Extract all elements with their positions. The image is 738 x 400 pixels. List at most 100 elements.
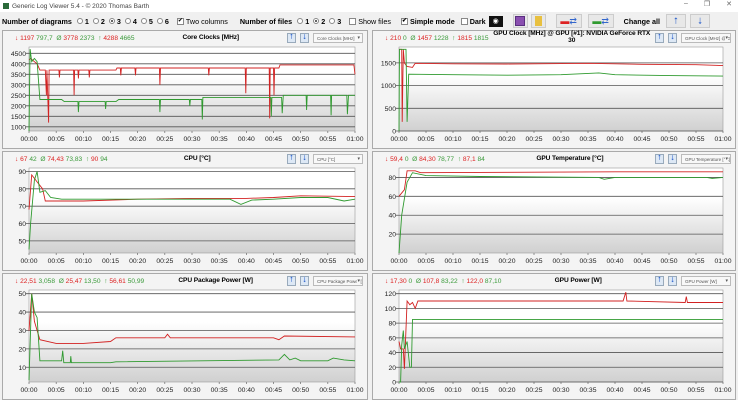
x-tick-label: 00:45 [265, 136, 282, 143]
save-icon[interactable] [512, 14, 528, 28]
min-file1: 67 [20, 155, 28, 163]
channel-select[interactable]: CPU [°C] ▾ [313, 154, 363, 164]
close-button[interactable]: ✕ [726, 1, 732, 8]
y-tick-label: 50 [18, 291, 26, 298]
camera-icon[interactable]: ◉ [488, 15, 503, 27]
y-tick-label: 40 [388, 350, 396, 357]
move-up-icon[interactable]: ⭡ [287, 33, 296, 43]
max-file2: 84 [477, 155, 485, 163]
series-line-file2 [398, 48, 724, 132]
move-down-icon[interactable]: ⭣ [300, 154, 309, 164]
radio-label: 2 [100, 16, 105, 26]
series-line-file2 [399, 318, 723, 383]
x-tick-label: 00:20 [498, 258, 515, 265]
x-tick-label: 00:40 [606, 258, 623, 265]
minimize-button[interactable]: – [683, 0, 688, 7]
radio-diagram-5[interactable]: 5 [140, 17, 153, 26]
arrow-down-icon[interactable]: ⭣ [690, 14, 711, 28]
radio-circle-icon [124, 18, 131, 24]
x-tick-label: 00:50 [660, 387, 677, 394]
two-columns-checkbox[interactable]: ✔ Two columns [176, 17, 228, 26]
min-file2: 0 [408, 277, 413, 285]
radio-diagram-2[interactable]: 2 [92, 16, 105, 26]
radio-file-2[interactable]: 2 [313, 17, 325, 26]
radio-label: 2 [321, 16, 326, 26]
y-tick-label: 2500 [11, 93, 26, 100]
radio-diagram-1[interactable]: 1 [76, 17, 89, 26]
move-down-icon[interactable]: ⭣ [668, 154, 677, 164]
x-tick-label: 00:40 [238, 258, 255, 265]
chevron-down-icon: ▾ [725, 35, 728, 41]
x-tick-label: 00:35 [211, 136, 228, 143]
x-tick-label: 00:15 [471, 258, 488, 265]
chart-panel: ↓ 67 42 Ø 74,43 73,83 ↑ 90 94 CPU [°C] ⭡… [2, 151, 368, 271]
y-tick-label: 120 [385, 291, 397, 298]
dark-checkbox[interactable]: Dark [460, 17, 486, 26]
min-label: ↓ [15, 34, 21, 42]
min-file1: 210 [390, 34, 402, 42]
channel-select[interactable]: CPU Package Power [W] ▾ [313, 276, 363, 286]
series-line-file2 [398, 172, 724, 254]
x-tick-label: 00:50 [292, 258, 309, 265]
move-up-icon[interactable]: ⭡ [655, 276, 664, 286]
move-up-icon[interactable]: ⭡ [655, 154, 664, 164]
move-down-icon[interactable]: ⭣ [300, 33, 309, 43]
y-tick-label: 0 [392, 129, 396, 136]
channel-select[interactable]: Core Clocks [MHz] ▾ [313, 33, 363, 43]
radio-file-3[interactable]: 3 [329, 17, 341, 26]
radio-file-1[interactable]: 1 [297, 17, 309, 26]
maximize-button[interactable]: ❐ [703, 1, 711, 8]
y-tick-label: 60 [388, 194, 396, 201]
x-tick-label: 00:20 [498, 136, 515, 143]
x-tick-label: 00:00 [20, 387, 37, 394]
channel-select[interactable]: GPU Temperature [°C] ▾ [681, 154, 731, 164]
swap-green-icon[interactable]: ▬ ⇄ [587, 14, 614, 28]
series-line-file2 [28, 293, 356, 381]
channel-select[interactable]: GPU Clock [MHz] @ GPU▾ [681, 33, 731, 43]
min-label: ↓ [15, 155, 21, 163]
move-down-icon[interactable]: ⭣ [668, 276, 677, 286]
arrow-up-icon[interactable]: ⭡ [666, 14, 687, 28]
min-file2: 3,058 [38, 277, 56, 285]
radio-diagram-4[interactable]: 4 [124, 17, 137, 26]
plot-area [398, 289, 724, 383]
chart-stats: ↓ 1197 797,7 Ø 3778 2373 ↑ 4288 4665 [15, 35, 135, 42]
x-tick-label: 00:25 [525, 258, 542, 265]
chevron-down-icon: ▾ [357, 156, 360, 162]
y-tick-label: 40 [18, 310, 26, 317]
radio-diagram-3[interactable]: 3 [108, 17, 121, 26]
max-label: ↑ [104, 277, 110, 285]
y-tick-label: 100 [385, 306, 397, 313]
x-tick-label: 00:30 [552, 136, 569, 143]
x-tick-label: 00:20 [129, 258, 146, 265]
x-tick-label: 00:35 [579, 258, 596, 265]
x-tick-label: 00:55 [319, 136, 336, 143]
chart-header: ↓ 22,51 3,058 Ø 25,47 13,50 ↑ 56,61 50,9… [3, 274, 367, 288]
chart-title: CPU Package Power [W] [178, 276, 253, 284]
folder-icon[interactable] [530, 14, 546, 28]
x-tick-label: 00:05 [417, 136, 434, 143]
x-tick-label: 00:40 [238, 136, 255, 143]
channel-select[interactable]: GPU Power [W] ▾ [681, 276, 731, 286]
simple-mode-checkbox[interactable]: ✔ Simple mode [400, 17, 455, 26]
x-tick-label: 00:40 [238, 387, 255, 394]
chart-title: GPU Power [W] [554, 276, 602, 284]
chart-header: ↓ 17,30 0 Ø 107,8 83,22 ↑ 122,0 87,10 GP… [373, 274, 735, 288]
move-up-icon[interactable]: ⭡ [287, 154, 296, 164]
move-down-icon[interactable]: ⭣ [668, 33, 677, 43]
swap-red-icon[interactable]: ▬ ⇄ [555, 14, 582, 28]
x-tick-label: 00:45 [633, 258, 650, 265]
radio-diagram-6[interactable]: 6 [156, 17, 169, 26]
max-file1: 87,1 [462, 155, 476, 163]
y-tick-label: 10 [18, 365, 26, 372]
chevron-down-icon: ▾ [357, 278, 360, 284]
x-tick-label: 00:05 [417, 387, 434, 394]
change-all-label: Change all [623, 16, 661, 26]
x-tick-label: 00:15 [471, 387, 488, 394]
move-down-icon[interactable]: ⭣ [300, 276, 309, 286]
show-files-checkbox[interactable]: Show files [349, 17, 391, 26]
max-label: ↑ [85, 155, 91, 163]
move-up-icon[interactable]: ⭡ [655, 33, 664, 43]
channel-select-value: GPU Clock [MHz] @ GPU [685, 35, 731, 41]
move-up-icon[interactable]: ⭡ [287, 276, 296, 286]
